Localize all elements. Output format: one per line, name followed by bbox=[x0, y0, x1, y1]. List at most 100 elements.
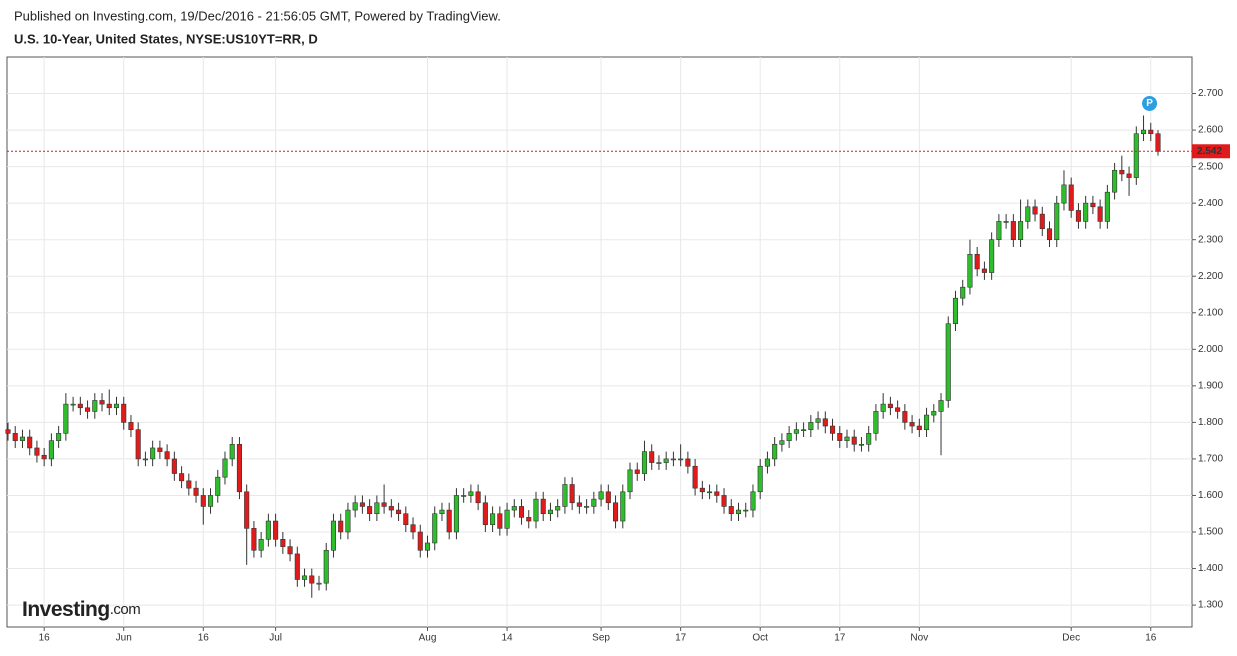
candle-body bbox=[974, 254, 980, 270]
candle-body bbox=[1148, 129, 1154, 135]
candle-body bbox=[142, 458, 148, 461]
candle-body bbox=[12, 433, 18, 441]
candle-body bbox=[743, 509, 749, 512]
candle-body bbox=[866, 433, 872, 445]
candle-body bbox=[273, 520, 279, 540]
candle-body bbox=[41, 454, 47, 460]
candle-body bbox=[432, 513, 438, 544]
candle-body bbox=[301, 575, 308, 580]
candle-body bbox=[699, 487, 705, 493]
candle-body bbox=[569, 484, 575, 504]
candle-body bbox=[584, 506, 590, 508]
x-tick-label: Nov bbox=[910, 633, 928, 644]
candle-body bbox=[981, 268, 987, 273]
candle-body bbox=[793, 429, 799, 434]
candle-body bbox=[171, 458, 177, 474]
candle-body bbox=[540, 498, 546, 515]
candle-body bbox=[34, 447, 40, 456]
candle-body bbox=[323, 549, 329, 584]
candle-body bbox=[396, 509, 402, 515]
y-tick-label: 1.800 bbox=[1198, 417, 1223, 428]
candle-body bbox=[634, 469, 640, 474]
x-tick-label: Aug bbox=[419, 633, 437, 644]
candle-body bbox=[1097, 206, 1103, 222]
candle-body bbox=[547, 509, 553, 515]
candle-body bbox=[924, 414, 930, 430]
candle-body bbox=[555, 506, 561, 511]
candle-body bbox=[497, 513, 503, 529]
candle-body bbox=[179, 473, 185, 482]
candle-body bbox=[461, 495, 467, 497]
candle-body bbox=[902, 411, 908, 423]
candle-body bbox=[1061, 184, 1067, 204]
x-tick-label: 17 bbox=[675, 633, 687, 644]
candle-body bbox=[808, 422, 814, 430]
candle-body bbox=[294, 553, 300, 580]
candle-body bbox=[439, 509, 445, 515]
logo-suffix: .com bbox=[110, 601, 141, 618]
candle-body bbox=[193, 487, 199, 496]
candle-body bbox=[750, 491, 756, 511]
last-price-box bbox=[1192, 144, 1230, 159]
candle-body bbox=[446, 509, 452, 533]
candle-body bbox=[453, 495, 459, 533]
candle-body bbox=[613, 502, 619, 522]
candle-body bbox=[222, 458, 228, 478]
candle-body bbox=[309, 575, 315, 584]
candle-body bbox=[627, 469, 633, 493]
candle-body bbox=[989, 239, 995, 273]
axes-labels: 1.300 1.400 1.500 1.600 1.700 1.800 1.900 2.000… bbox=[39, 88, 1230, 644]
candle-body bbox=[663, 458, 669, 463]
candle-body bbox=[403, 513, 409, 525]
candle-body bbox=[880, 403, 886, 412]
y-tick-label: 1.500 bbox=[1198, 527, 1223, 538]
candle-body bbox=[844, 436, 850, 441]
x-tick-label: 16 bbox=[198, 633, 210, 644]
candle-body bbox=[92, 400, 98, 412]
candle-body bbox=[265, 520, 271, 540]
candle-body bbox=[251, 528, 257, 551]
candle-body bbox=[1032, 206, 1038, 215]
candle-body bbox=[106, 403, 112, 409]
candle-body bbox=[1119, 169, 1125, 175]
candle-body bbox=[359, 502, 365, 507]
candle-body bbox=[150, 447, 156, 460]
candle-body bbox=[287, 546, 293, 555]
y-tick-label: 1.900 bbox=[1198, 380, 1223, 391]
candle-body bbox=[490, 513, 496, 525]
candle-body bbox=[837, 433, 843, 441]
marker-label: P bbox=[1146, 98, 1153, 109]
candle-body bbox=[330, 520, 337, 551]
candle-body bbox=[207, 495, 214, 507]
x-tick-label: Jun bbox=[116, 633, 132, 644]
candle-body bbox=[164, 451, 170, 460]
candle-body bbox=[829, 425, 836, 434]
candle-body bbox=[1090, 202, 1096, 208]
candle-body bbox=[779, 440, 785, 445]
candle-body bbox=[598, 491, 604, 500]
logo: Investing.com bbox=[22, 598, 140, 621]
marker-badge bbox=[1142, 95, 1158, 111]
candle-body bbox=[215, 476, 221, 496]
candle-body bbox=[229, 444, 235, 460]
candle-body bbox=[772, 444, 778, 460]
candle-body bbox=[801, 429, 807, 431]
candle-body bbox=[931, 411, 937, 416]
candle-body bbox=[85, 407, 91, 412]
candle-body bbox=[649, 451, 655, 463]
x-tick-label: Sep bbox=[592, 633, 610, 644]
candle-body bbox=[967, 254, 973, 288]
candle-body bbox=[27, 436, 33, 449]
candle-body bbox=[815, 418, 821, 423]
x-tick-label: 17 bbox=[834, 633, 846, 644]
y-tick-label: 2.700 bbox=[1198, 88, 1223, 99]
y-tick-label: 2.600 bbox=[1198, 125, 1223, 136]
candle-body bbox=[1018, 221, 1024, 240]
candle-body bbox=[200, 495, 206, 507]
y-tick-label: 2.300 bbox=[1198, 234, 1223, 245]
candle-body bbox=[236, 444, 242, 493]
candle-body bbox=[1010, 221, 1016, 240]
candle-body bbox=[1054, 202, 1060, 240]
candle-body bbox=[388, 506, 394, 511]
